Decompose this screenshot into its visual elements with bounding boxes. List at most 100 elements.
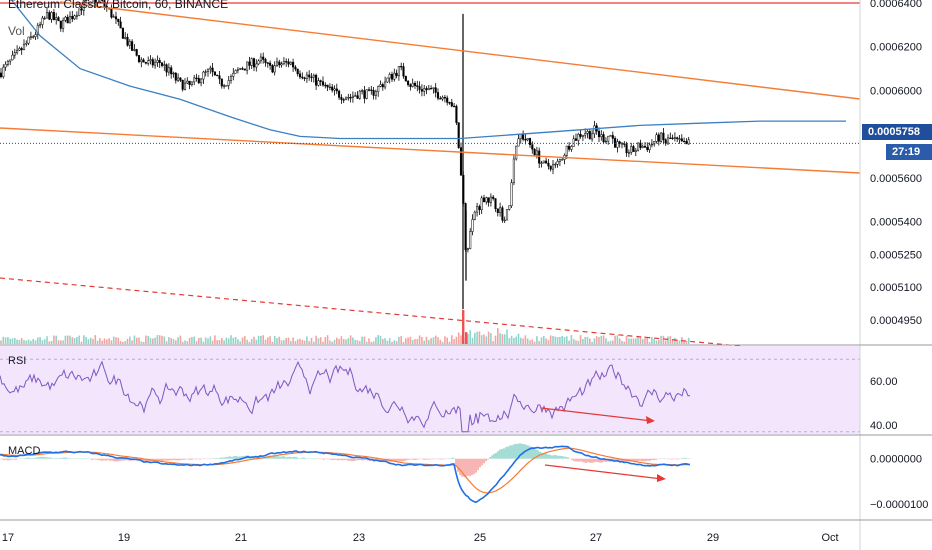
candle-body	[351, 95, 354, 98]
volume-bar	[168, 337, 170, 344]
volume-bar	[517, 333, 520, 344]
candle-body	[114, 16, 118, 20]
volume-bar	[165, 341, 168, 344]
volume-bar	[492, 341, 494, 344]
volume-bar	[221, 338, 223, 344]
volume-bar	[326, 335, 329, 344]
candle-body	[119, 21, 122, 29]
macd-histogram-bar	[35, 457, 37, 459]
volume-bar	[186, 341, 189, 344]
volume-bar	[241, 337, 244, 344]
macd-histogram-bar	[455, 458, 457, 466]
volume-bar	[648, 341, 651, 344]
volume-bar	[616, 335, 619, 344]
volume-bar	[11, 338, 14, 344]
candle-body	[625, 144, 628, 154]
candle-body	[457, 122, 460, 148]
volume-bar	[198, 337, 200, 344]
macd-histogram-bar	[617, 458, 619, 461]
macd-histogram-bar	[361, 458, 363, 461]
macd-histogram-bar	[503, 448, 505, 459]
volume-bar	[179, 335, 182, 344]
macd-histogram-bar	[535, 449, 537, 459]
rsi-line	[0, 360, 691, 433]
macd-histogram-bar	[29, 458, 31, 459]
volume-bar	[112, 336, 115, 344]
macd-histogram-bar	[31, 458, 33, 459]
volume-bar	[333, 339, 336, 344]
candle-body	[591, 133, 594, 140]
volume-bar	[589, 338, 591, 344]
candle-body	[197, 78, 200, 84]
volume-bar	[46, 336, 48, 344]
volume-bar	[20, 338, 23, 344]
candle-body	[361, 90, 364, 92]
volume-bar	[524, 335, 527, 344]
volume-bar	[635, 338, 637, 344]
volume-bar	[687, 337, 690, 344]
volume-bar	[177, 337, 179, 344]
candle-body	[420, 89, 423, 92]
macd-histogram-bar	[565, 456, 567, 459]
macd-histogram-bar	[417, 458, 419, 460]
candle-body	[259, 56, 262, 62]
volume-bar	[310, 337, 313, 344]
candle-body	[280, 63, 283, 66]
macd-histogram-bar	[589, 458, 591, 463]
candle-body	[586, 131, 589, 134]
macd-histogram-bar	[329, 458, 331, 460]
macd-histogram-bar	[113, 458, 115, 462]
macd-histogram-bar	[255, 456, 257, 459]
macd-histogram-bar	[563, 456, 565, 459]
volume-bar	[678, 340, 681, 344]
macd-histogram-bar	[109, 458, 111, 461]
macd-histogram-bar	[465, 458, 467, 477]
candle-body	[287, 61, 290, 65]
macd-histogram-bar	[655, 458, 657, 460]
macd-histogram-bar	[461, 458, 463, 477]
volume-bar	[92, 339, 94, 344]
candle-body	[126, 37, 129, 46]
candle-body	[515, 145, 518, 160]
volume-bar	[388, 338, 391, 344]
candle-body	[133, 49, 136, 51]
volume-bar	[370, 341, 373, 344]
volume-bar	[133, 335, 136, 344]
macd-histogram-bar	[45, 457, 47, 459]
candle-body	[193, 77, 196, 83]
volume-bar	[142, 341, 145, 344]
macd-histogram-bar	[321, 458, 323, 460]
macd-histogram-bar	[43, 457, 45, 459]
macd-arrow-head	[657, 474, 666, 482]
candle-body	[2, 66, 5, 78]
macd-histogram-bar	[551, 455, 553, 459]
candle-body	[660, 132, 663, 142]
volume-bar	[660, 335, 662, 344]
candle-body	[117, 18, 120, 22]
rsi-background	[0, 346, 860, 434]
candle-body	[600, 134, 603, 138]
macd-histogram-bar	[39, 457, 41, 459]
candle-body	[177, 77, 180, 81]
macd-histogram-bar	[645, 458, 647, 462]
candle-body	[434, 87, 437, 93]
candle-body	[650, 143, 653, 146]
volume-bar	[503, 334, 506, 344]
volume-bar	[154, 337, 156, 344]
volume-bar	[372, 341, 375, 344]
candle-body	[34, 34, 37, 37]
volume-bar	[405, 338, 407, 344]
macd-histogram-bar	[239, 456, 241, 459]
volume-bar	[393, 340, 396, 344]
candle-body	[402, 66, 405, 77]
volume-bar	[129, 336, 131, 344]
volume-bar	[455, 336, 458, 344]
volume-bar	[227, 338, 230, 344]
volume-bar	[69, 335, 71, 344]
macd-histogram-bar	[601, 458, 603, 463]
macd-histogram-bar	[359, 458, 361, 461]
macd-histogram-bar	[67, 458, 69, 459]
macd-histogram-bar	[355, 458, 357, 461]
macd-histogram-bar	[173, 458, 175, 461]
